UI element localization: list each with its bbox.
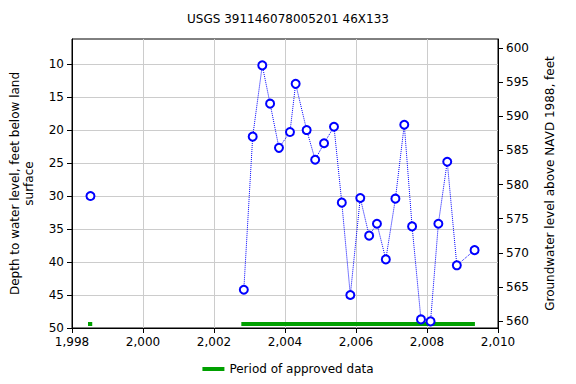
- svg-text:585: 585: [506, 143, 529, 157]
- svg-text:50: 50: [49, 321, 64, 335]
- svg-text:35: 35: [49, 222, 64, 236]
- svg-text:2,010: 2,010: [481, 335, 515, 349]
- svg-text:45: 45: [49, 288, 64, 302]
- svg-text:570: 570: [506, 246, 529, 260]
- svg-text:1,998: 1,998: [55, 335, 89, 349]
- svg-text:2,006: 2,006: [339, 335, 373, 349]
- svg-text:575: 575: [506, 212, 529, 226]
- svg-text:30: 30: [49, 189, 64, 203]
- svg-text:15: 15: [49, 90, 64, 104]
- svg-text:20: 20: [49, 123, 64, 137]
- svg-text:2,000: 2,000: [126, 335, 160, 349]
- svg-text:560: 560: [506, 314, 529, 328]
- svg-text:2,002: 2,002: [197, 335, 231, 349]
- svg-text:Groundwater level above NAVD 1: Groundwater level above NAVD 1988, feet: [543, 56, 557, 311]
- svg-text:2,008: 2,008: [410, 335, 444, 349]
- svg-text:Period of approved data: Period of approved data: [229, 362, 373, 376]
- svg-text:Depth to water level, feet bel: Depth to water level, feet below land: [8, 72, 22, 295]
- svg-text:565: 565: [506, 280, 529, 294]
- svg-text:25: 25: [49, 156, 64, 170]
- svg-text:580: 580: [506, 178, 529, 192]
- svg-text:2,004: 2,004: [268, 335, 302, 349]
- svg-text:10: 10: [49, 57, 64, 71]
- svg-text:40: 40: [49, 255, 64, 269]
- svg-text:590: 590: [506, 109, 529, 123]
- svg-text:595: 595: [506, 75, 529, 89]
- svg-text:surface: surface: [22, 161, 36, 205]
- svg-text:600: 600: [506, 41, 529, 55]
- svg-text:USGS 391146078005201 46X133: USGS 391146078005201 46X133: [187, 12, 389, 26]
